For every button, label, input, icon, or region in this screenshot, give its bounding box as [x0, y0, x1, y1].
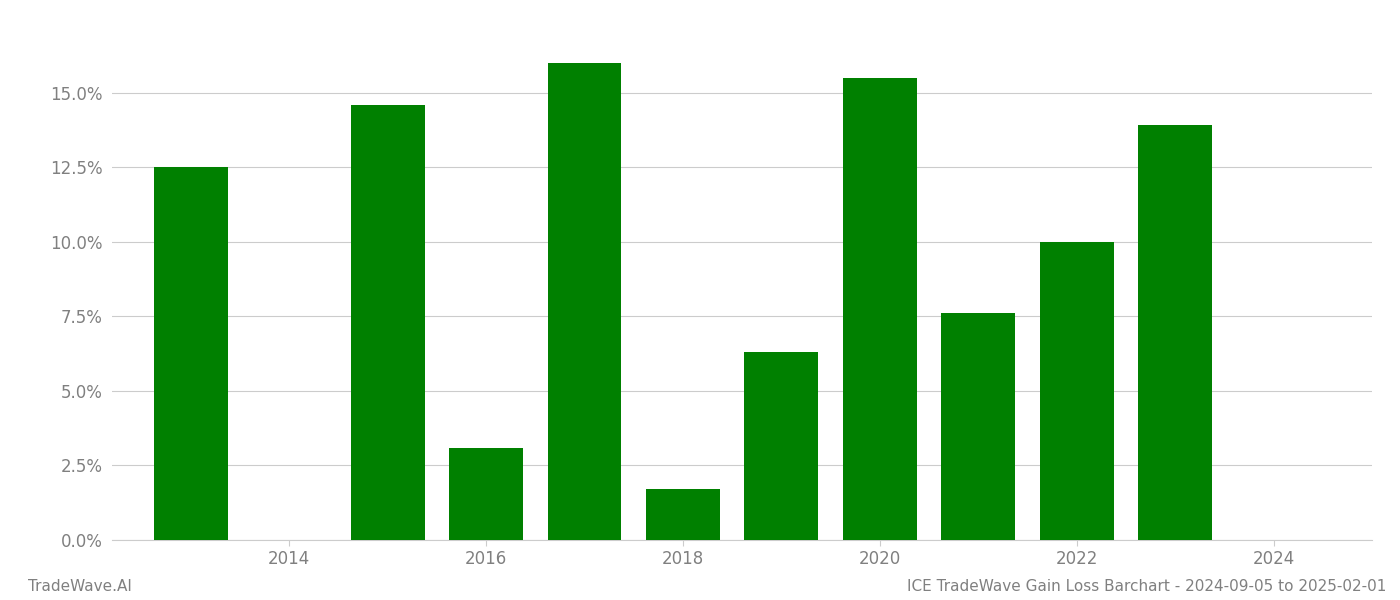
- Bar: [449, 448, 524, 540]
- Bar: [351, 104, 424, 540]
- Bar: [645, 489, 720, 540]
- Bar: [1138, 125, 1212, 540]
- Bar: [843, 77, 917, 540]
- Bar: [154, 167, 228, 540]
- Text: ICE TradeWave Gain Loss Barchart - 2024-09-05 to 2025-02-01: ICE TradeWave Gain Loss Barchart - 2024-…: [907, 579, 1386, 594]
- Bar: [941, 313, 1015, 540]
- Bar: [1040, 242, 1113, 540]
- Bar: [547, 63, 622, 540]
- Text: TradeWave.AI: TradeWave.AI: [28, 579, 132, 594]
- Bar: [745, 352, 818, 540]
